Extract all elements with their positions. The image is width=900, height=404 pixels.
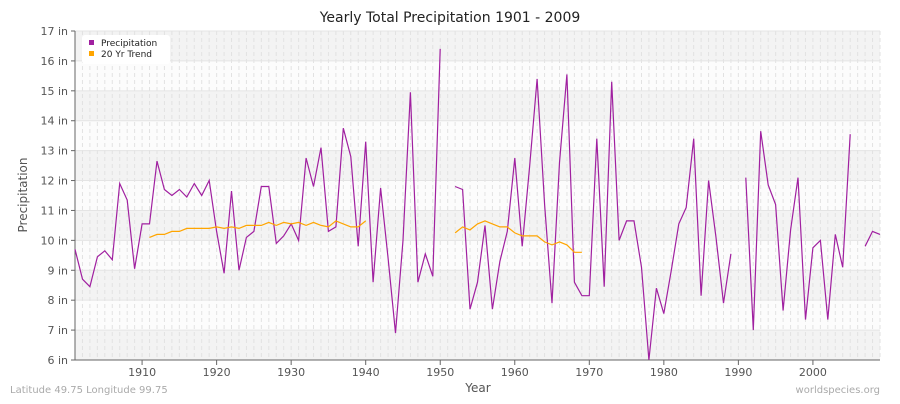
y-tick-label: 6 in [47,354,68,367]
y-tick-label: 11 in [40,204,68,217]
y-tick-label: 17 in [40,25,68,38]
x-tick-label: 1960 [501,366,529,379]
legend-label: 20 Yr Trend [101,50,152,60]
x-tick-label: 1910 [128,366,156,379]
precipitation-line [864,230,881,247]
y-tick-label: 12 in [40,175,68,188]
y-axis-label: Precipitation [16,157,30,232]
y-tick-label: 13 in [40,145,68,158]
x-axis-label: Year [464,381,490,395]
footer-source: worldspecies.org [795,385,880,396]
y-tick-label: 7 in [47,324,68,337]
chart-title: Yearly Total Precipitation 1901 - 2009 [319,10,581,26]
y-tick-label: 15 in [40,85,68,98]
y-tick-label: 9 in [47,264,68,277]
trend-line [149,220,367,238]
x-tick-label: 1940 [352,366,380,379]
legend-swatch [89,40,94,45]
x-tick-label: 2000 [799,366,827,379]
legend-swatch [89,51,94,56]
y-tick-label: 8 in [47,294,68,307]
y-tick-label: 14 in [40,115,68,128]
legend [82,35,170,64]
legend-label: Precipitation [101,39,157,49]
footer-location: Latitude 49.75 Longitude 99.75 [10,385,168,396]
y-tick-label: 10 in [40,234,68,247]
y-tick-label: 16 in [40,55,68,68]
precipitation-line [454,74,732,361]
x-tick-label: 1950 [426,366,454,379]
x-tick-label: 1970 [575,366,603,379]
trend-line [454,220,582,253]
x-tick-label: 1980 [650,366,678,379]
x-tick-label: 1990 [724,366,752,379]
precipitation-line [745,131,851,331]
x-tick-label: 1930 [277,366,305,379]
precipitation-line [74,48,441,334]
x-tick-label: 1920 [203,366,231,379]
